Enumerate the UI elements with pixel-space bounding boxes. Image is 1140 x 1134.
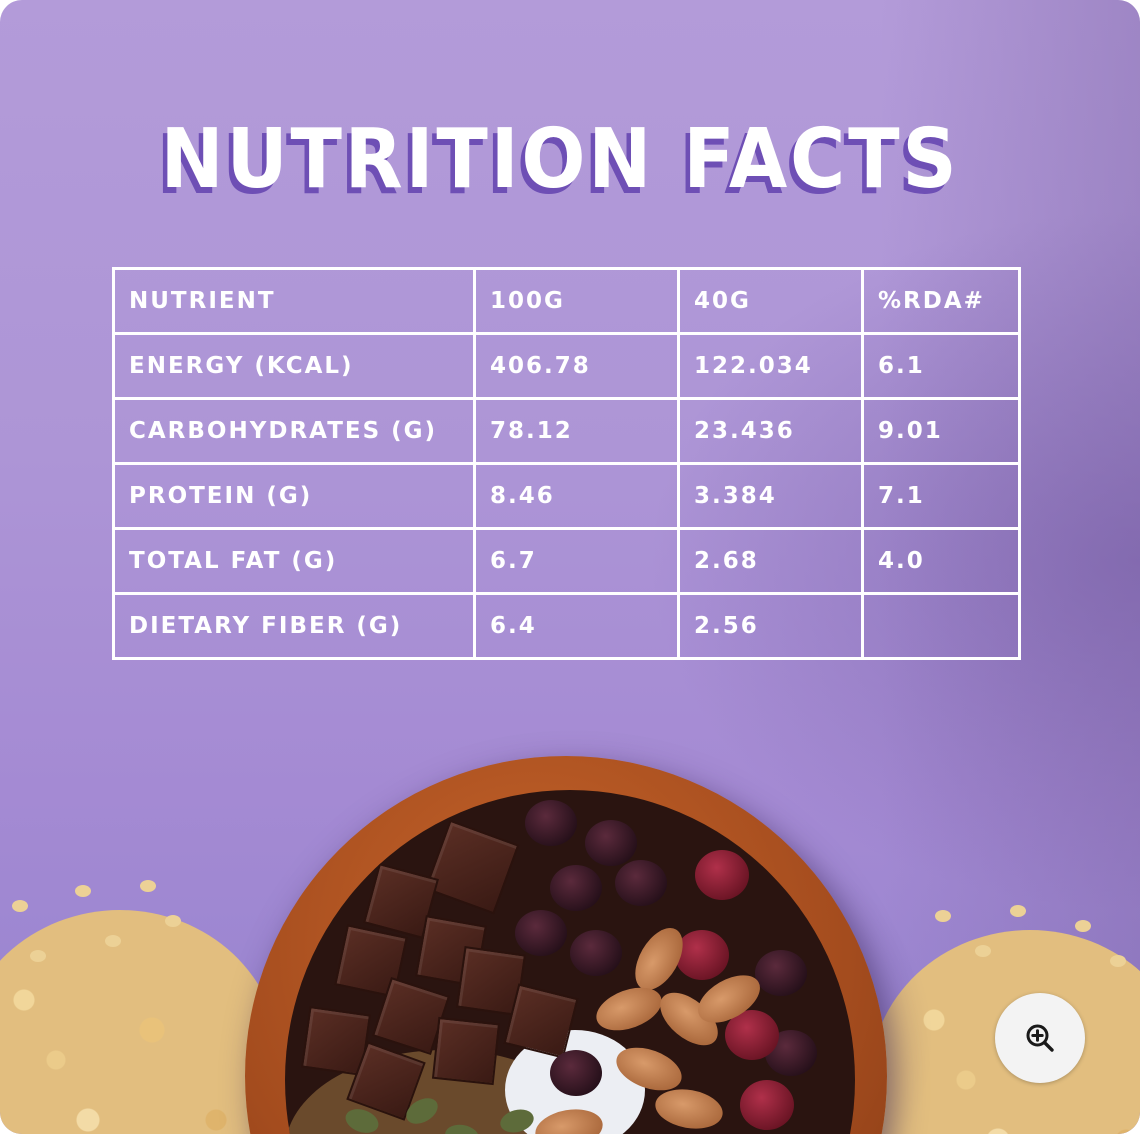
raisin	[570, 930, 622, 976]
value-rda: 7.1	[861, 462, 1021, 530]
raisin	[585, 820, 637, 866]
zoom-in-icon	[1026, 1024, 1054, 1052]
oat-flake	[105, 935, 121, 947]
granola-bowl-photo	[0, 740, 1140, 1134]
value-rda: 9.01	[861, 397, 1021, 465]
oat-flake	[1075, 920, 1091, 932]
table-row: PROTEIN (G) 8.46 3.384 7.1	[112, 462, 1021, 530]
nutrition-table: NUTRIENT 100G 40G %RDA# ENERGY (KCAL) 40…	[112, 267, 1021, 660]
cranberry	[740, 1080, 794, 1130]
almond	[590, 979, 668, 1039]
table-row: DIETARY FIBER (G) 6.4 2.56	[112, 592, 1021, 660]
raisin	[525, 800, 577, 846]
nutrient-name: CARBOHYDRATES (G)	[112, 397, 476, 465]
granola-scatter-left	[0, 910, 280, 1134]
chocolate-chunk	[424, 819, 520, 915]
value-rda: 6.1	[861, 332, 1021, 400]
oat-flake	[140, 880, 156, 892]
oat-flake	[75, 885, 91, 897]
oat-flake	[935, 910, 951, 922]
nutrient-name: ENERGY (KCAL)	[112, 332, 476, 400]
value-100g: 6.7	[473, 527, 680, 595]
header-nutrient: NUTRIENT	[112, 267, 476, 335]
value-100g: 78.12	[473, 397, 680, 465]
value-100g: 6.4	[473, 592, 680, 660]
value-rda	[861, 592, 1021, 660]
value-40g: 122.034	[677, 332, 864, 400]
value-40g: 2.68	[677, 527, 864, 595]
value-100g: 8.46	[473, 462, 680, 530]
raisin	[755, 950, 807, 996]
header-100g: 100G	[473, 267, 680, 335]
header-40g: 40G	[677, 267, 864, 335]
value-40g: 23.436	[677, 397, 864, 465]
value-40g: 2.56	[677, 592, 864, 660]
oat-flake	[165, 915, 181, 927]
oat-flake	[30, 950, 46, 962]
page-title: NUTRITION FACTS	[160, 112, 960, 207]
nutrient-name: PROTEIN (G)	[112, 462, 476, 530]
table-row: ENERGY (KCAL) 406.78 122.034 6.1	[112, 332, 1021, 400]
table-row: CARBOHYDRATES (G) 78.12 23.436 9.01	[112, 397, 1021, 465]
oat-flake	[1110, 955, 1126, 967]
value-40g: 3.384	[677, 462, 864, 530]
table-header-row: NUTRIENT 100G 40G %RDA#	[112, 267, 1021, 335]
nutrient-name: TOTAL FAT (G)	[112, 527, 476, 595]
almond	[652, 1084, 726, 1134]
raisin	[515, 910, 567, 956]
oat-flake	[12, 900, 28, 912]
zoom-image-button[interactable]	[995, 993, 1085, 1083]
cranberry	[725, 1010, 779, 1060]
cranberry	[675, 930, 729, 980]
value-rda: 4.0	[861, 527, 1021, 595]
header-rda: %RDA#	[861, 267, 1021, 335]
value-100g: 406.78	[473, 332, 680, 400]
chocolate-chunk	[431, 1016, 501, 1086]
cranberry	[695, 850, 749, 900]
raisin	[550, 865, 602, 911]
raisin	[550, 1050, 602, 1096]
table-row: TOTAL FAT (G) 6.7 2.68 4.0	[112, 527, 1021, 595]
oat-flake	[1010, 905, 1026, 917]
raisin	[615, 860, 667, 906]
nutrient-name: DIETARY FIBER (G)	[112, 592, 476, 660]
oat-flake	[975, 945, 991, 957]
nutrition-table-container: NUTRIENT 100G 40G %RDA# ENERGY (KCAL) 40…	[112, 267, 1021, 660]
